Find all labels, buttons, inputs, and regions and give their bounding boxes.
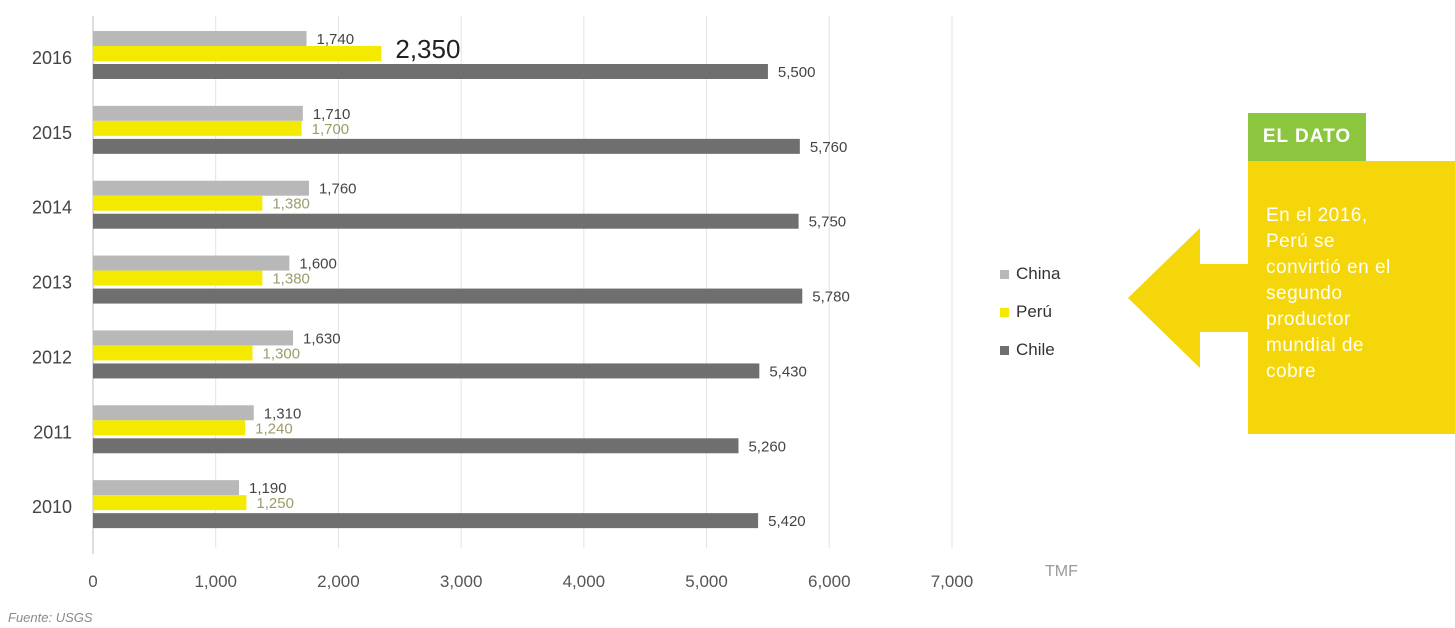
bar-china <box>93 405 254 421</box>
data-label: 1,310 <box>264 405 302 422</box>
bar-peru <box>93 195 263 211</box>
data-label: 1,240 <box>255 420 293 437</box>
y-tick-label: 2014 <box>32 198 72 218</box>
y-tick-label: 2012 <box>32 347 72 367</box>
bar-china <box>93 105 303 121</box>
callout-box: En el 2016, Perú se convirtió en el segu… <box>1248 161 1455 434</box>
data-label: 1,760 <box>319 181 357 198</box>
legend-swatch <box>1000 345 1009 355</box>
data-label: 1,710 <box>313 106 351 123</box>
bar-china <box>93 255 290 271</box>
y-tick-label: 2010 <box>32 497 72 517</box>
chart-tick-labels: 0 1,000 2,000 3,000 4,000 5,000 6,000 7,000 2016… <box>32 48 973 591</box>
legend-item: Chile <box>1000 331 1060 369</box>
bar-chile <box>93 513 759 529</box>
bar-chile <box>93 438 739 454</box>
chart-legend: China Perú Chile <box>1000 255 1060 369</box>
data-label: 1,630 <box>303 330 341 347</box>
chart-bars <box>93 31 803 529</box>
arrow-left-icon <box>1128 228 1250 368</box>
x-tick-label: 5,000 <box>685 572 728 591</box>
bar-chile <box>93 138 800 154</box>
x-tick-label: 6,000 <box>808 572 851 591</box>
bar-peru <box>93 46 382 61</box>
data-label: 1,600 <box>299 256 337 273</box>
callout-text: En el 2016, Perú se convirtió en el segu… <box>1266 205 1391 382</box>
x-tick-label: 2,000 <box>317 572 360 591</box>
bar-china <box>93 31 307 46</box>
bar-peru <box>93 345 253 361</box>
data-label: 1,700 <box>312 121 350 138</box>
bar-peru <box>93 270 263 286</box>
x-tick-label: 1,000 <box>194 572 237 591</box>
bar-chile <box>93 288 803 304</box>
callout-tag: EL DATO <box>1248 113 1366 161</box>
bar-china <box>93 180 309 196</box>
data-label: 5,430 <box>769 363 807 380</box>
data-label: 5,500 <box>778 64 816 81</box>
y-tick-label: 2016 <box>32 48 72 68</box>
data-label: 5,420 <box>768 513 806 530</box>
bar-china <box>93 330 294 346</box>
x-axis-unit: TMF <box>1045 563 1078 580</box>
x-tick-label: 7,000 <box>931 572 974 591</box>
data-label: 1,300 <box>263 345 301 362</box>
bar-peru <box>93 420 246 436</box>
bar-chile <box>93 64 768 79</box>
legend-label: Perú <box>1016 302 1052 321</box>
data-label: 1,190 <box>249 480 287 497</box>
source-note: Fuente: USGS <box>8 610 93 625</box>
legend-item: Perú <box>1000 293 1060 331</box>
data-label: 5,260 <box>748 438 786 455</box>
data-label: 1,740 <box>317 31 355 48</box>
bar-chile <box>93 213 799 229</box>
y-tick-label: 2013 <box>32 273 72 293</box>
x-tick-label: 0 <box>88 572 97 591</box>
bar-peru <box>93 120 302 136</box>
data-label: 5,750 <box>809 214 847 231</box>
legend-label: Chile <box>1016 340 1055 359</box>
y-tick-label: 2015 <box>32 123 72 143</box>
bar-peru <box>93 495 247 511</box>
data-label: 5,780 <box>812 289 850 306</box>
x-tick-label: 3,000 <box>440 572 483 591</box>
data-label: 5,760 <box>810 139 848 156</box>
data-label: 1,250 <box>256 495 294 512</box>
x-tick-label: 4,000 <box>563 572 606 591</box>
bar-chile <box>93 363 760 379</box>
bar-china <box>93 480 240 496</box>
y-tick-label: 2011 <box>33 422 72 442</box>
legend-item: China <box>1000 255 1060 293</box>
legend-swatch <box>1000 269 1009 279</box>
data-label: 1,380 <box>272 271 310 288</box>
data-label: 1,380 <box>272 196 310 213</box>
data-label: 2,350 <box>395 34 460 64</box>
legend-swatch <box>1000 307 1009 317</box>
legend-label: China <box>1016 264 1061 283</box>
